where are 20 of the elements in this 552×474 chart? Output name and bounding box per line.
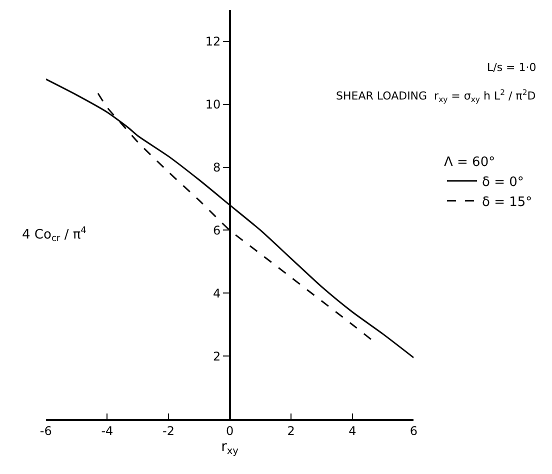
legend-label: δ = 0°: [482, 174, 524, 190]
y-tick-label: 2: [213, 349, 221, 364]
y-tick-label: 8: [213, 160, 221, 175]
y-tick-label: 4: [213, 286, 221, 300]
y-tick-label: 6: [213, 223, 221, 238]
x-axis-title: r$_{xy}$: [221, 438, 239, 457]
x-tick-label: 6: [410, 424, 418, 438]
x-tick-label: -4: [101, 424, 114, 438]
legend-title: Λ = 60°: [444, 154, 496, 170]
x-tick-label: 0: [226, 424, 234, 438]
text: L/s = 1·0: [487, 61, 536, 74]
x-tick-label: -2: [162, 424, 174, 438]
x-tick-label: 4: [348, 424, 356, 438]
x-tick-label: -6: [40, 424, 52, 438]
x-tick-label: 2: [287, 424, 295, 438]
y-tick-label: 12: [205, 34, 221, 49]
y-axis-title: 4 Co$_{cr}$ / π$^{4}$: [22, 226, 87, 244]
text: SHEAR LOADING r$_{xy}$ = σ$_{xy}$ h L$^{2}$ / π$^{2}$D: [336, 88, 536, 104]
legend-label: δ = 15°: [482, 194, 532, 210]
y-tick-label: 10: [205, 98, 221, 112]
